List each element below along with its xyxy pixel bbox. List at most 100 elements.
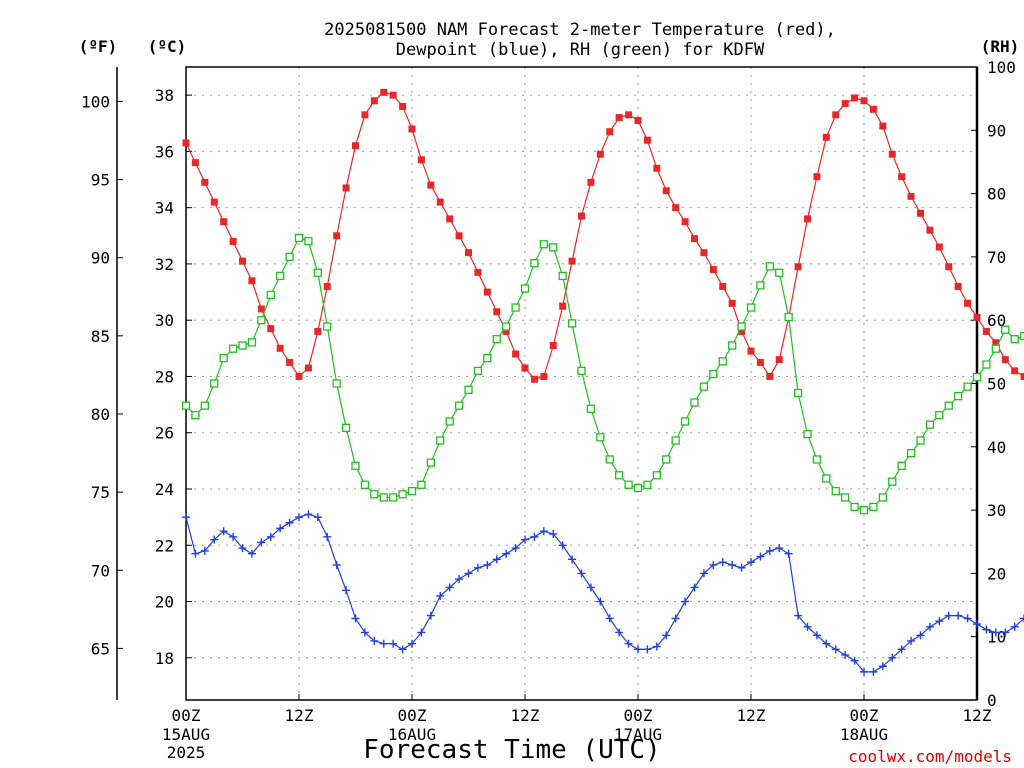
rh-point [191,410,200,420]
rh-point [511,303,520,312]
temperature-point [615,114,623,122]
dewpoint-point [850,656,859,665]
temperature-point [286,358,294,366]
rh-point [662,455,671,464]
rh-tick-label: 50 [987,375,1006,394]
dewpoint-point [765,546,774,555]
x-tick-label: 12Z [737,706,766,725]
rh-tick-label: 80 [987,185,1006,204]
x-tick-label: 00Z [850,706,879,725]
rh-point [954,392,963,401]
dewpoint-point [304,510,313,519]
dewpoint-point [634,645,642,654]
dewpoint-point [323,532,332,541]
rh-point [671,436,680,445]
rh-tick-label: 100 [987,58,1016,77]
temperature-point [295,372,303,380]
temperature-point [747,347,755,355]
rh-point [737,322,746,331]
temperature-line [185,91,1024,380]
rh-point [878,493,887,502]
rh-point [539,240,548,249]
rh-point [276,271,285,281]
temperature-point [493,308,501,316]
dewpoint-point [521,535,529,544]
rh-point [1019,331,1024,341]
rh-point [294,233,304,243]
dewpoint-point [916,631,925,640]
dewpoint-point [982,625,991,634]
temperature-point [578,212,585,220]
rh-point [784,312,793,322]
rh-point [379,493,388,502]
temperature-point [832,111,840,119]
x-tick-label: 12Z [963,706,992,725]
temperature-point [728,299,736,307]
temperature-point [700,249,708,257]
rh-point [916,436,925,445]
x-tick-label: 00Z [398,706,427,725]
rh-point [370,490,379,499]
dewpoint-point [737,563,746,572]
rh-point [775,268,784,277]
rh-point [925,420,935,429]
x-tick-date-label: 16AUG [388,725,436,744]
temperature-point [182,139,190,147]
temperature-point [239,257,246,265]
celsius-tick-label: 24 [155,480,174,499]
dewpoint-point [662,631,671,640]
dewpoint-point [417,628,426,637]
fahrenheit-axis-unit: (ºF) [79,37,118,56]
rh-point [445,417,454,426]
series-dewpoint [182,510,1024,676]
temperature-point [257,305,265,313]
series-temperature [182,88,1024,383]
dewpoint-point [869,667,878,676]
dewpoint-point [558,541,567,550]
fahrenheit-tick-label: 90 [91,249,110,268]
temperature-point [229,237,237,245]
temperature-point [709,266,717,274]
temperature-point [483,288,491,296]
temperature-point [775,356,783,364]
temperature-point [851,94,859,102]
rh-point [888,477,897,486]
rh-point [982,360,991,369]
temperature-point [813,173,821,181]
dewpoint-point [888,653,897,662]
rh-point [643,480,652,489]
rh-point [831,486,840,496]
dewpoint-point [455,575,464,584]
temperature-point [756,358,764,366]
temperature-point [530,375,538,383]
rh-point [181,401,191,410]
rh-point [492,335,501,344]
temperature-point [210,198,218,206]
temperature-point [766,372,774,380]
fahrenheit-tick-label: 75 [91,483,110,502]
dewpoint-point [351,614,360,623]
x-tick-date-label: 17AUG [614,725,662,744]
rh-point [266,290,275,300]
dewpoint-point [313,513,322,522]
rh-point [228,344,238,353]
temperature-point [465,249,472,257]
temperature-point [304,364,312,372]
celsius-axis-unit: (ºC) [148,37,187,56]
dewpoint-point [643,645,652,654]
celsius-tick-label: 36 [155,142,174,161]
temperature-point [822,133,830,141]
dewpoint-point [841,650,850,659]
rh-tick-label: 90 [987,121,1006,140]
celsius-tick-label: 38 [155,86,174,105]
rh-point [257,316,266,325]
rh-point [200,401,209,410]
rh-point [812,455,822,464]
rh-point [728,341,737,350]
temperature-point [945,263,953,271]
dewpoint-point [973,620,981,629]
rh-point [304,236,313,246]
rh-point [605,455,614,464]
x-tick-label: 00Z [624,706,653,725]
